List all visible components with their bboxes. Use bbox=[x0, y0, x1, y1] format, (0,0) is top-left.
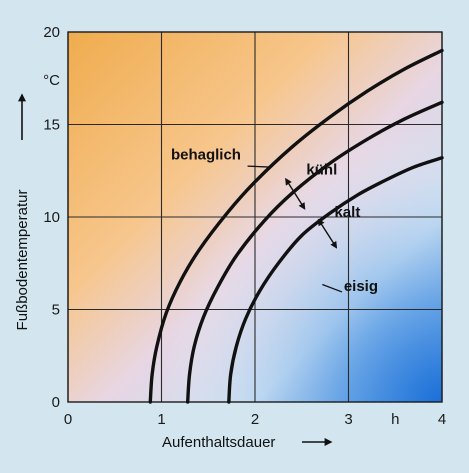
y-tick-label: 5 bbox=[52, 302, 60, 319]
boundary-curve-2 bbox=[185, 100, 444, 404]
y-unit-label: °C bbox=[43, 72, 60, 89]
y-tick-label: 20 bbox=[43, 24, 60, 41]
kalt-label: kalt bbox=[334, 204, 360, 221]
x-axis-label: Aufenthaltsdauer bbox=[162, 434, 275, 451]
y-axis-label: Fußbodentemperatur bbox=[14, 190, 31, 331]
behaglich-leader bbox=[247, 165, 270, 168]
behaglich-label: behaglich bbox=[171, 147, 241, 164]
annotations: behaglich kühl kalt eisig bbox=[171, 147, 378, 295]
eisig-label: eisig bbox=[344, 278, 378, 295]
x-tick-label: 3 bbox=[344, 411, 352, 428]
eisig-leader bbox=[322, 283, 343, 293]
x-tick-label: 4 bbox=[438, 411, 446, 428]
kuehl-span-arrow bbox=[285, 177, 306, 210]
x-tick-label: 1 bbox=[157, 411, 165, 428]
grid bbox=[67, 31, 443, 403]
x-unit-label: h bbox=[391, 411, 399, 428]
axis-labels: Aufenthaltsdauer Fußbodentemperatur bbox=[14, 93, 333, 451]
plot-frame bbox=[67, 31, 443, 403]
y-tick-label: 0 bbox=[52, 394, 60, 411]
tick-labels: 0 1 2 3 4 0 5 10 15 20 h °C bbox=[43, 24, 446, 428]
y-tick-label: 15 bbox=[43, 117, 60, 134]
boundary-curve-1 bbox=[148, 48, 444, 404]
kalt-span-arrow bbox=[317, 218, 338, 249]
boundary-curve-3 bbox=[227, 156, 444, 404]
y-tick-label: 10 bbox=[43, 209, 60, 226]
kuehl-label: kühl bbox=[306, 161, 337, 178]
boundary-curves bbox=[148, 48, 444, 404]
x-tick-label: 2 bbox=[251, 411, 259, 428]
x-tick-label: 0 bbox=[64, 411, 72, 428]
